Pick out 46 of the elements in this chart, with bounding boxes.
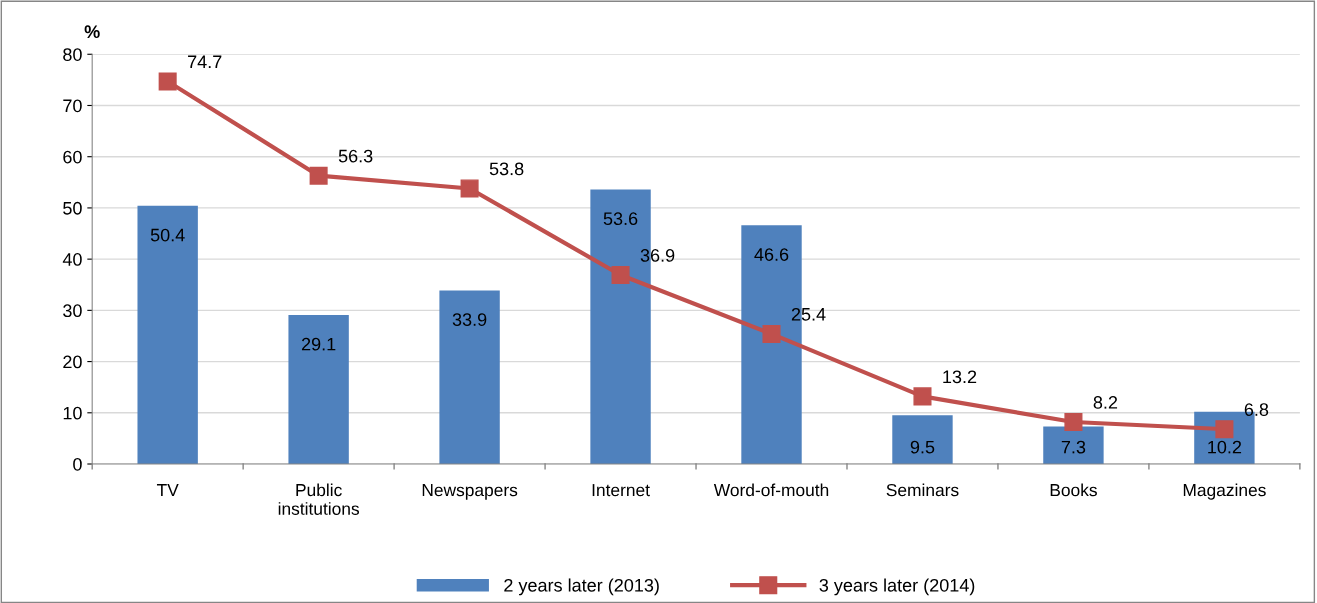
y-tick-label: 70 [63,99,82,113]
y-tick-label: 80 [63,48,82,61]
y-tick-label: 20 [63,355,82,369]
x-tick-label: Word-of-mouth [713,483,829,497]
x-tick-label: TV [156,484,179,497]
point [309,166,328,185]
bar [892,415,953,465]
y-tick-label: 0 [73,457,82,471]
point [762,324,781,343]
data-label: 33.9 [452,313,487,326]
x-tick-label: Magazines [1183,483,1266,500]
y-tick-label: 10 [63,406,82,420]
x-tick-label: Newspapers [422,484,518,500]
point [913,387,932,406]
x-tick-label: Seminars [886,483,959,497]
x-tick-label: Internet [592,484,650,497]
bar [137,205,198,465]
data-label: 13.2 [943,370,977,384]
data-label: 53.8 [489,162,524,176]
data-label: 10.2 [1208,440,1242,454]
data-label: 6.8 [1244,403,1269,416]
point [1064,412,1083,432]
y-axis-title: % [84,25,100,39]
bar [288,314,349,465]
point [460,179,479,198]
x-tick-label: Public institutions [278,483,360,515]
data-label: 74.7 [188,55,222,69]
data-label: 9.5 [910,440,935,454]
y-tick-label: 30 [63,304,82,318]
point [158,72,177,91]
x-tick-label: Books [1050,483,1097,497]
y-tick-label: 40 [62,253,82,266]
data-label: 7.3 [1061,440,1086,454]
legend-label: 3 years later (2014) [819,578,975,596]
data-label: 56.3 [338,149,373,163]
data-label: 46.6 [754,248,789,261]
bar [439,290,500,465]
bar [1043,426,1104,465]
point [611,265,630,285]
y-tick-label: 50 [63,201,82,215]
data-label: 29.1 [301,337,336,351]
legend-label: 2 years later (2013) [504,578,659,596]
data-label: 53.6 [603,212,638,226]
data-label: 8.2 [1093,396,1118,409]
data-label: 50.4 [150,228,185,242]
y-tick-label: 60 [63,150,82,164]
